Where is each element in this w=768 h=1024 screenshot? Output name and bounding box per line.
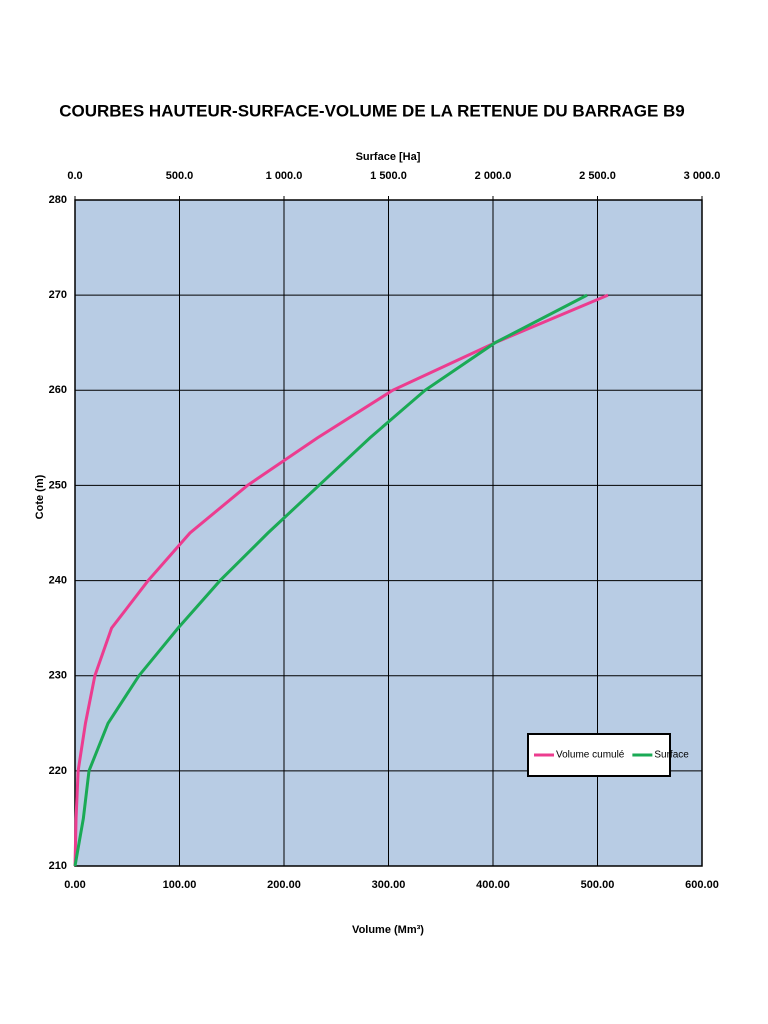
x-tick-label: 300.00 bbox=[372, 879, 406, 891]
x-tick-label: 600.00 bbox=[685, 879, 719, 891]
x2-tick-label: 2 000.0 bbox=[475, 170, 512, 182]
x2-tick-label: 3 000.0 bbox=[684, 170, 721, 182]
x-tick-label: 0.00 bbox=[64, 879, 85, 891]
x-tick-label: 100.00 bbox=[163, 879, 197, 891]
y-tick-label: 250 bbox=[49, 479, 67, 491]
x2-tick-label: 500.0 bbox=[166, 170, 194, 182]
y-tick-label: 270 bbox=[49, 289, 67, 301]
x-tick-label: 200.00 bbox=[267, 879, 301, 891]
y-axis-label: Cote (m) bbox=[34, 474, 46, 519]
y-tick-label: 260 bbox=[49, 384, 67, 396]
x2-tick-label: 1 500.0 bbox=[370, 170, 407, 182]
x2-tick-label: 1 000.0 bbox=[266, 170, 303, 182]
legend-label: Surface bbox=[654, 750, 689, 761]
x-axis-label: Volume (Mm³) bbox=[352, 924, 424, 936]
y-tick-label: 230 bbox=[49, 670, 67, 682]
y-tick-label: 280 bbox=[49, 194, 67, 206]
series-line bbox=[73, 293, 588, 867]
x2-tick-label: 0.0 bbox=[67, 170, 82, 182]
y-tick-label: 220 bbox=[49, 765, 67, 777]
series-line bbox=[73, 293, 609, 867]
x-tick-label: 500.00 bbox=[581, 879, 615, 891]
x2-tick-label: 2 500.0 bbox=[579, 170, 616, 182]
chart-title: COURBES HAUTEUR-SURFACE-VOLUME DE LA RET… bbox=[59, 101, 685, 120]
y-tick-label: 240 bbox=[49, 574, 67, 586]
x-tick-label: 400.00 bbox=[476, 879, 510, 891]
y-tick-label: 210 bbox=[49, 860, 67, 872]
legend-label: Volume cumulé bbox=[556, 750, 625, 761]
x2-axis-label: Surface [Ha] bbox=[356, 151, 421, 163]
